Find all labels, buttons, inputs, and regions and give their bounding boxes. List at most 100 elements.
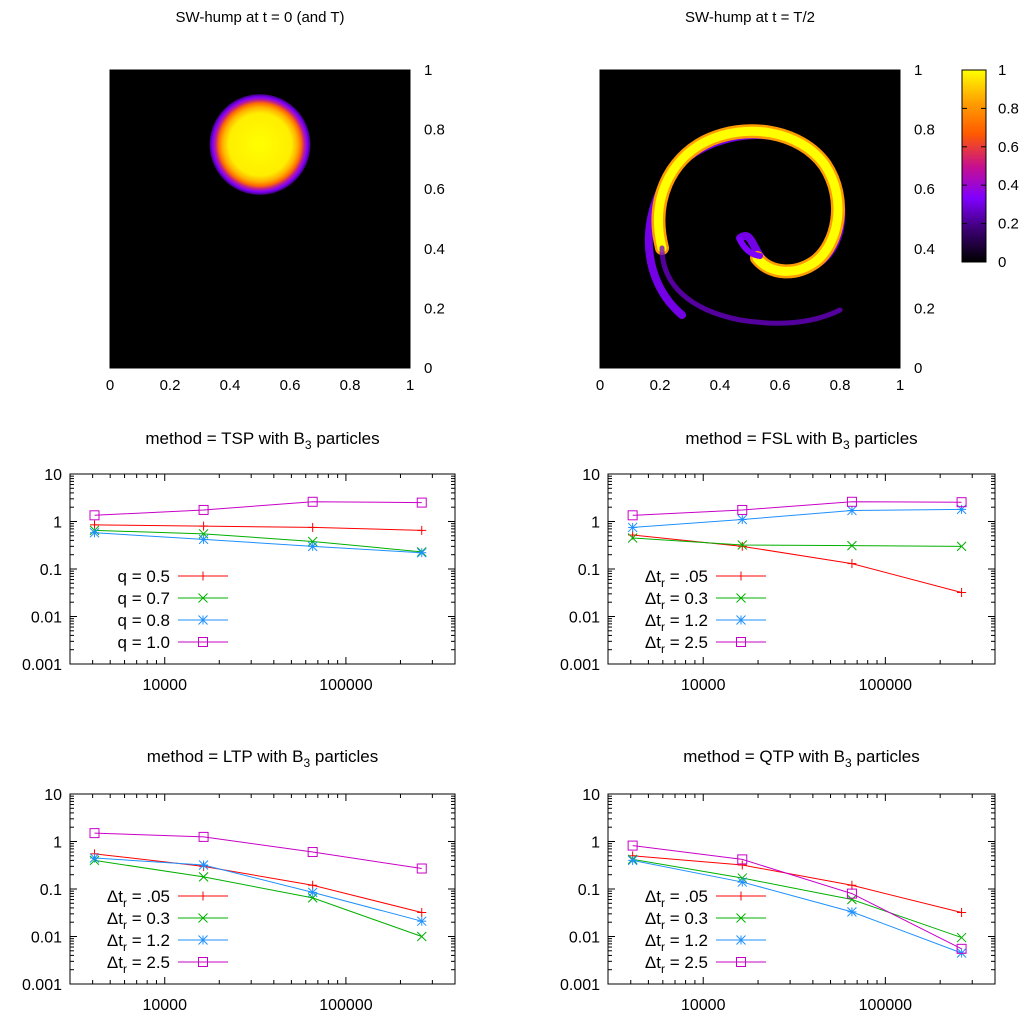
marker-cross	[847, 894, 857, 905]
colorbar: 0 0.2 0.4 0.6 0.8 1	[961, 62, 1019, 271]
x-tick-label: 0.8	[340, 377, 361, 394]
y-tick-label: 10	[582, 467, 600, 484]
marker-cross	[198, 913, 208, 923]
marker-star	[198, 935, 208, 945]
series-line	[632, 855, 962, 913]
series-2	[89, 525, 427, 557]
series-4	[89, 828, 427, 874]
y-tick-label: 0.4	[424, 241, 445, 258]
y-tick-label: 0.001	[22, 977, 62, 994]
legend-label: Δtr = 1.2	[645, 931, 708, 954]
y-tick-label: 1	[914, 62, 922, 79]
chart-title-main: method = FSL with B	[685, 429, 843, 448]
y-tick-label: 0.01	[31, 610, 62, 627]
heatmap-panel-1: SW-hump at t = 0 (and T)0 0.2 0.4 0.6 0.8 100…	[106, 9, 445, 394]
marker-star	[847, 907, 857, 917]
legend-label: Δtr = 0.3	[645, 909, 708, 932]
y-tick-label: 0.8	[914, 122, 935, 139]
y-tick-label: 0	[914, 360, 922, 377]
legend-label: Δtr = .05	[107, 887, 170, 910]
y-tick-label: 0.2	[914, 300, 935, 317]
x-tick-label: 100000	[319, 677, 372, 694]
colorbar-tick-label: 0.2	[998, 216, 1019, 233]
legend-label-suffix: = 1.2	[665, 931, 708, 950]
marker-star	[416, 916, 427, 927]
legend: q = 0.5 q = 0.7 q = 0.8 q = 1.0	[118, 567, 228, 652]
marker-cross	[956, 932, 967, 943]
marker-square	[627, 510, 638, 521]
series-line	[632, 859, 962, 954]
line-chart-panel-1: method = TSP with B3 particles 0.001 0.01 0…	[22, 429, 456, 694]
legend-label-suffix: = .05	[665, 567, 708, 586]
legend-label-prefix: Δt	[645, 887, 661, 906]
series-1	[628, 851, 967, 918]
legend-label-suffix: = 0.3	[665, 909, 708, 928]
legend-label: Δtr = 1.2	[107, 931, 170, 954]
marker-star	[736, 935, 746, 945]
legend-label-sub: r	[661, 896, 665, 910]
series-line	[94, 857, 422, 922]
marker-cross	[198, 872, 209, 882]
marker-square	[307, 847, 318, 858]
spiral-inner-tip	[737, 237, 763, 259]
legend-label-suffix: = 0.3	[665, 589, 708, 608]
line-chart-panel-3: method = LTP with B3 particles 0.001 0.01 0…	[22, 747, 456, 1014]
chart-title: method = LTP with B3 particles	[147, 747, 378, 770]
legend-label-suffix: = 1.2	[127, 931, 170, 950]
legend-label-prefix: Δt	[107, 953, 123, 972]
series-line	[632, 858, 962, 939]
legend-label: Δtr = 0.3	[107, 909, 170, 932]
marker-star	[737, 514, 748, 525]
legend-label: Δtr = 0.3	[645, 589, 708, 612]
marker-cross	[627, 533, 638, 543]
legend-label-prefix: Δt	[645, 611, 661, 630]
legend-label: q = 0.8	[118, 611, 170, 630]
series-4	[627, 496, 967, 521]
legend-label-text: q = 0.7	[118, 589, 170, 608]
marker-cross	[307, 536, 318, 547]
chart-title-sub: 3	[303, 756, 310, 770]
marker-star	[198, 860, 209, 870]
x-tick-label: 0.8	[830, 377, 851, 394]
x-tick-label: 10000	[681, 677, 726, 694]
marker-star	[847, 505, 857, 516]
marker-star	[736, 615, 746, 625]
legend-label: Δtr = 2.5	[645, 953, 708, 976]
chart-title-sub: 3	[845, 756, 852, 770]
series-line	[632, 845, 962, 950]
marker-square	[198, 504, 209, 515]
chart-title: method = QTP with B3 particles	[683, 747, 919, 770]
series-line	[94, 529, 422, 553]
chart-title-sub: 3	[843, 438, 850, 452]
colorbar-tick-label: 0.8	[998, 100, 1019, 117]
series-line	[94, 853, 422, 913]
legend-label-prefix: Δt	[645, 567, 661, 586]
chart-title-end: particles	[312, 429, 380, 448]
series-1	[90, 520, 427, 535]
marker-cross	[737, 540, 748, 550]
marker-cross	[736, 913, 746, 923]
y-tick-label: 0.1	[40, 882, 62, 899]
marker-star	[627, 522, 638, 533]
spiral-tail	[659, 245, 843, 326]
legend-label: q = 1.0	[118, 633, 170, 652]
y-tick-label: 10	[582, 787, 600, 804]
x-tick-label: 10000	[142, 677, 187, 694]
y-tick-label: 1	[591, 835, 600, 852]
x-tick-label: 100000	[859, 997, 912, 1014]
legend-label-prefix: Δt	[645, 953, 661, 972]
marker-star	[627, 855, 638, 866]
marker-square	[737, 504, 748, 515]
line-chart-panel-4: method = QTP with B3 particles 0.001 0.01 0…	[560, 747, 996, 1014]
legend-label: Δtr = .05	[645, 567, 708, 590]
marker-square	[846, 888, 857, 899]
marker-cross	[198, 593, 208, 603]
marker-square	[198, 831, 209, 842]
chart-title-main: method = QTP with B	[683, 747, 845, 766]
y-tick-label: 0.001	[560, 977, 600, 994]
legend-label-prefix: Δt	[645, 909, 661, 928]
legend-label-sub: r	[123, 962, 127, 976]
marker-star	[416, 547, 427, 558]
